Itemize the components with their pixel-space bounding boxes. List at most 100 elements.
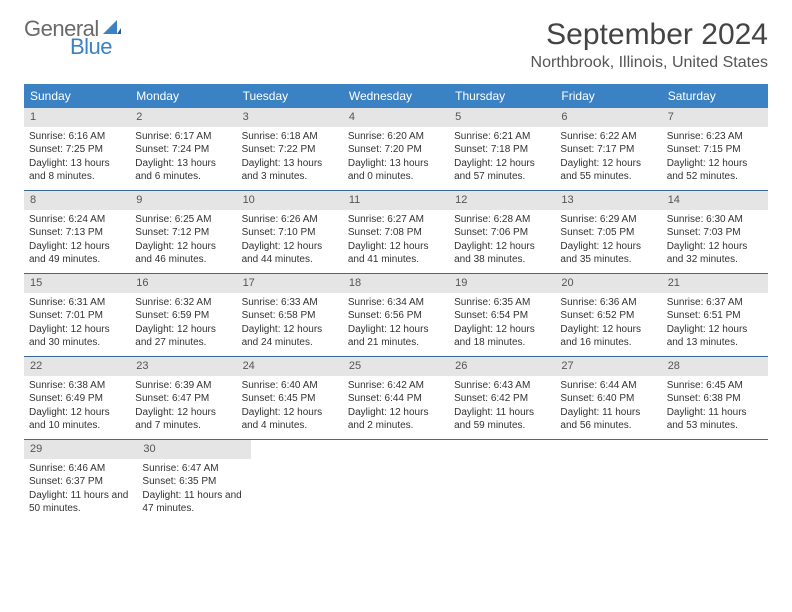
day-number: 17 — [237, 274, 343, 293]
sunrise-text: Sunrise: 6:36 AM — [560, 296, 656, 310]
daylight-text: Daylight: 11 hours and 53 minutes. — [667, 406, 763, 433]
sunrise-text: Sunrise: 6:23 AM — [667, 130, 763, 144]
day-header-monday: Monday — [130, 84, 236, 108]
sunrise-text: Sunrise: 6:16 AM — [29, 130, 125, 144]
day-cell: 16Sunrise: 6:32 AMSunset: 6:59 PMDayligh… — [130, 274, 236, 356]
sunrise-text: Sunrise: 6:18 AM — [242, 130, 338, 144]
day-cell: 3Sunrise: 6:18 AMSunset: 7:22 PMDaylight… — [237, 108, 343, 190]
day-header-saturday: Saturday — [662, 84, 768, 108]
sunset-text: Sunset: 7:03 PM — [667, 226, 763, 240]
day-number: 19 — [449, 274, 555, 293]
header: General Blue September 2024 Northbrook, … — [24, 18, 768, 72]
daylight-text: Daylight: 12 hours and 46 minutes. — [135, 240, 231, 267]
daylight-text: Daylight: 12 hours and 38 minutes. — [454, 240, 550, 267]
sunrise-text: Sunrise: 6:33 AM — [242, 296, 338, 310]
day-number: 2 — [130, 108, 236, 127]
day-number: 7 — [662, 108, 768, 127]
logo-text-blue: Blue — [70, 36, 123, 58]
daylight-text: Daylight: 12 hours and 18 minutes. — [454, 323, 550, 350]
weeks-container: 1Sunrise: 6:16 AMSunset: 7:25 PMDaylight… — [24, 108, 768, 522]
daylight-text: Daylight: 12 hours and 7 minutes. — [135, 406, 231, 433]
sunrise-text: Sunrise: 6:39 AM — [135, 379, 231, 393]
day-number: 29 — [24, 440, 137, 459]
day-cell: 1Sunrise: 6:16 AMSunset: 7:25 PMDaylight… — [24, 108, 130, 190]
daylight-text: Daylight: 12 hours and 49 minutes. — [29, 240, 125, 267]
day-cell: 14Sunrise: 6:30 AMSunset: 7:03 PMDayligh… — [662, 191, 768, 273]
sunset-text: Sunset: 6:51 PM — [667, 309, 763, 323]
daylight-text: Daylight: 12 hours and 10 minutes. — [29, 406, 125, 433]
day-cell: 9Sunrise: 6:25 AMSunset: 7:12 PMDaylight… — [130, 191, 236, 273]
sunrise-text: Sunrise: 6:31 AM — [29, 296, 125, 310]
month-title: September 2024 — [531, 18, 768, 52]
sunrise-text: Sunrise: 6:47 AM — [142, 462, 245, 476]
daylight-text: Daylight: 12 hours and 30 minutes. — [29, 323, 125, 350]
day-number: 30 — [137, 440, 250, 459]
sunset-text: Sunset: 7:18 PM — [454, 143, 550, 157]
sunset-text: Sunset: 6:56 PM — [348, 309, 444, 323]
sunrise-text: Sunrise: 6:34 AM — [348, 296, 444, 310]
day-cell: 8Sunrise: 6:24 AMSunset: 7:13 PMDaylight… — [24, 191, 130, 273]
day-number: 10 — [237, 191, 343, 210]
week-row: 1Sunrise: 6:16 AMSunset: 7:25 PMDaylight… — [24, 108, 768, 191]
daylight-text: Daylight: 12 hours and 13 minutes. — [667, 323, 763, 350]
day-number: 4 — [343, 108, 449, 127]
day-cell: 30Sunrise: 6:47 AMSunset: 6:35 PMDayligh… — [137, 440, 250, 522]
daylight-text: Daylight: 12 hours and 16 minutes. — [560, 323, 656, 350]
day-cell: 25Sunrise: 6:42 AMSunset: 6:44 PMDayligh… — [343, 357, 449, 439]
day-header-wednesday: Wednesday — [343, 84, 449, 108]
sunrise-text: Sunrise: 6:37 AM — [667, 296, 763, 310]
day-header-sunday: Sunday — [24, 84, 130, 108]
day-number: 25 — [343, 357, 449, 376]
day-cell: 20Sunrise: 6:36 AMSunset: 6:52 PMDayligh… — [555, 274, 661, 356]
day-number: 11 — [343, 191, 449, 210]
empty-cell — [458, 440, 561, 522]
day-cell: 19Sunrise: 6:35 AMSunset: 6:54 PMDayligh… — [449, 274, 555, 356]
day-cell: 28Sunrise: 6:45 AMSunset: 6:38 PMDayligh… — [662, 357, 768, 439]
sunrise-text: Sunrise: 6:20 AM — [348, 130, 444, 144]
day-number: 27 — [555, 357, 661, 376]
sunset-text: Sunset: 6:37 PM — [29, 475, 132, 489]
sunrise-text: Sunrise: 6:26 AM — [242, 213, 338, 227]
day-cell: 17Sunrise: 6:33 AMSunset: 6:58 PMDayligh… — [237, 274, 343, 356]
day-number: 22 — [24, 357, 130, 376]
logo: General Blue — [24, 18, 123, 58]
daylight-text: Daylight: 12 hours and 24 minutes. — [242, 323, 338, 350]
day-cell: 15Sunrise: 6:31 AMSunset: 7:01 PMDayligh… — [24, 274, 130, 356]
day-number: 16 — [130, 274, 236, 293]
daylight-text: Daylight: 11 hours and 56 minutes. — [560, 406, 656, 433]
sunset-text: Sunset: 7:15 PM — [667, 143, 763, 157]
sunrise-text: Sunrise: 6:30 AM — [667, 213, 763, 227]
sunrise-text: Sunrise: 6:35 AM — [454, 296, 550, 310]
day-number: 3 — [237, 108, 343, 127]
day-cell: 4Sunrise: 6:20 AMSunset: 7:20 PMDaylight… — [343, 108, 449, 190]
day-cell: 10Sunrise: 6:26 AMSunset: 7:10 PMDayligh… — [237, 191, 343, 273]
day-number: 5 — [449, 108, 555, 127]
title-block: September 2024 Northbrook, Illinois, Uni… — [531, 18, 768, 72]
day-cell: 2Sunrise: 6:17 AMSunset: 7:24 PMDaylight… — [130, 108, 236, 190]
daylight-text: Daylight: 13 hours and 3 minutes. — [242, 157, 338, 184]
daylight-text: Daylight: 12 hours and 21 minutes. — [348, 323, 444, 350]
day-number: 12 — [449, 191, 555, 210]
daylight-text: Daylight: 12 hours and 27 minutes. — [135, 323, 231, 350]
sunset-text: Sunset: 7:05 PM — [560, 226, 656, 240]
daylight-text: Daylight: 12 hours and 41 minutes. — [348, 240, 444, 267]
sunrise-text: Sunrise: 6:28 AM — [454, 213, 550, 227]
day-number: 8 — [24, 191, 130, 210]
day-number: 14 — [662, 191, 768, 210]
sunrise-text: Sunrise: 6:46 AM — [29, 462, 132, 476]
day-cell: 6Sunrise: 6:22 AMSunset: 7:17 PMDaylight… — [555, 108, 661, 190]
sunset-text: Sunset: 7:10 PM — [242, 226, 338, 240]
daylight-text: Daylight: 11 hours and 47 minutes. — [142, 489, 245, 516]
day-number: 21 — [662, 274, 768, 293]
sunset-text: Sunset: 6:42 PM — [454, 392, 550, 406]
sunrise-text: Sunrise: 6:40 AM — [242, 379, 338, 393]
sunrise-text: Sunrise: 6:38 AM — [29, 379, 125, 393]
week-row: 15Sunrise: 6:31 AMSunset: 7:01 PMDayligh… — [24, 274, 768, 357]
day-header-row: SundayMondayTuesdayWednesdayThursdayFrid… — [24, 84, 768, 108]
day-cell: 11Sunrise: 6:27 AMSunset: 7:08 PMDayligh… — [343, 191, 449, 273]
day-cell: 5Sunrise: 6:21 AMSunset: 7:18 PMDaylight… — [449, 108, 555, 190]
sunset-text: Sunset: 6:59 PM — [135, 309, 231, 323]
daylight-text: Daylight: 11 hours and 50 minutes. — [29, 489, 132, 516]
day-cell: 29 Sunrise: 6:46 AMSunset: 6:37 PMDayligh… — [24, 440, 137, 522]
sunset-text: Sunset: 7:24 PM — [135, 143, 231, 157]
